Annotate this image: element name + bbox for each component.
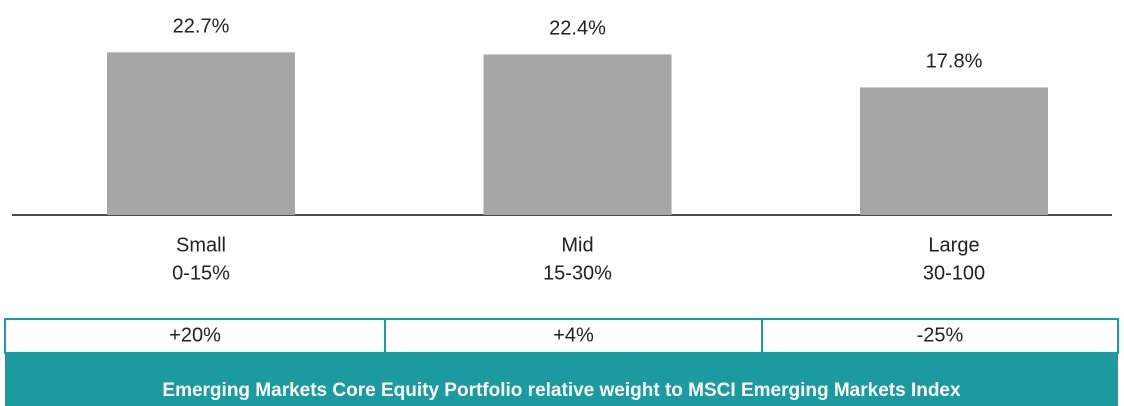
x-tick-sublabel: 15-30% (543, 262, 612, 284)
bar (483, 54, 672, 215)
x-tick-sublabel: 0-15% (172, 262, 230, 284)
x-tick-label: Small (176, 234, 226, 256)
x-tick-sublabel: 30-100 (923, 262, 985, 284)
x-tick-label: Mid (561, 234, 593, 256)
value-label: 22.4% (549, 18, 606, 40)
table-row (4, 318, 1119, 354)
table-cell: -25% (917, 324, 964, 346)
bar (107, 52, 295, 215)
value-label: 17.8% (926, 51, 983, 73)
table-caption: Emerging Markets Core Equity Portfolio r… (162, 380, 961, 401)
table-caption-band (5, 353, 1118, 406)
table-cell: +4% (553, 324, 594, 346)
bar (860, 87, 1048, 215)
table-cell: +20% (169, 324, 221, 346)
value-label: 22.7% (173, 16, 230, 38)
x-tick-label: Large (928, 234, 979, 256)
